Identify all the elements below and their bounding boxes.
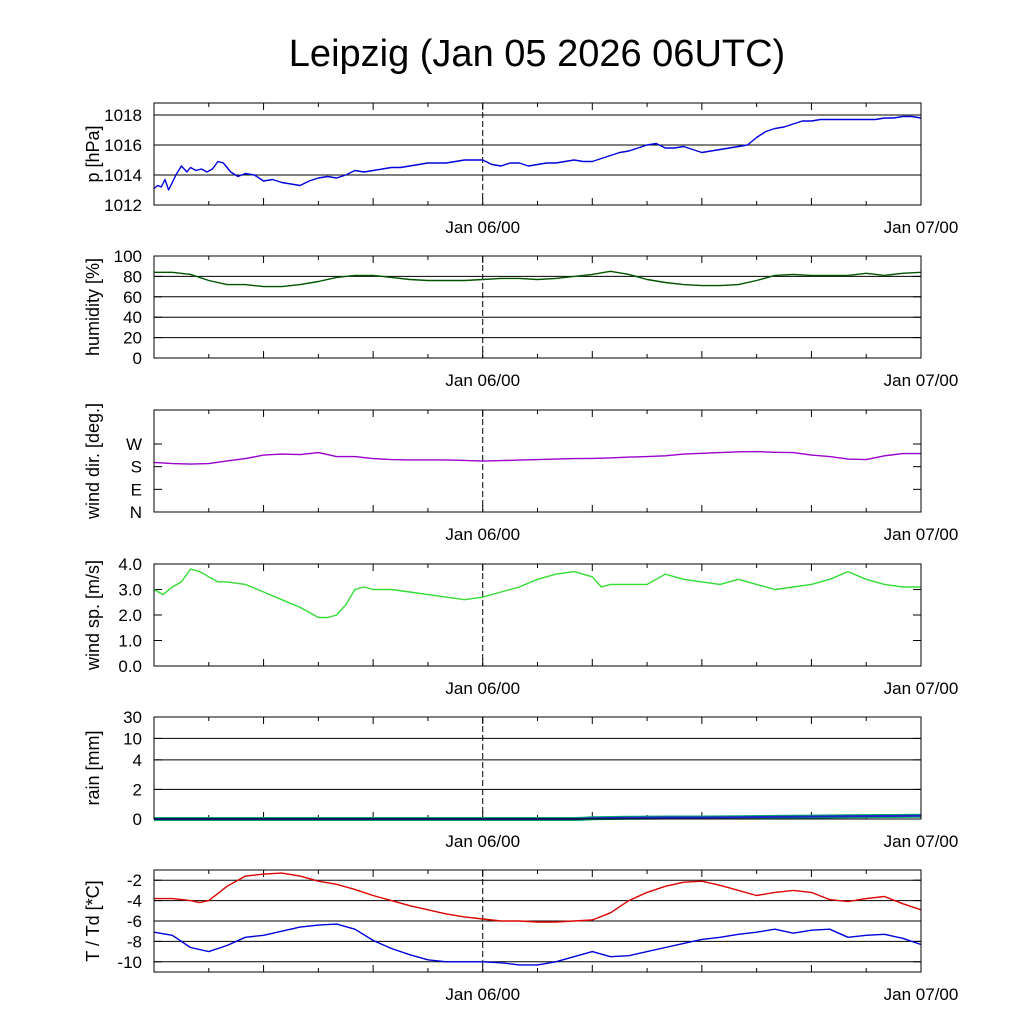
- y-tick-label: 1.0: [118, 632, 142, 651]
- series-line: [153, 568, 921, 619]
- y-axis-label: wind sp. [m/s]: [83, 560, 103, 671]
- y-axis-label: T / Td [*C]: [83, 880, 103, 961]
- y-tick-label: 30: [123, 708, 142, 727]
- x-tick-label: Jan 06/00: [445, 679, 520, 698]
- panel-frame: [153, 716, 922, 820]
- x-tick-label: Jan 07/00: [884, 985, 959, 1004]
- x-tick-label: Jan 07/00: [884, 371, 959, 390]
- y-tick-label: E: [131, 480, 142, 499]
- x-tick-label: Jan 07/00: [884, 679, 959, 698]
- x-tick-label: Jan 06/00: [445, 218, 520, 237]
- y-tick-label: 1018: [104, 106, 142, 125]
- panel-4: 0.0 1.0 2.0 3.0 4.0 wind sp. [m/s] Jan 06/00 Ja…: [83, 555, 958, 698]
- y-tick-label: 100: [114, 247, 142, 266]
- y-tick-label: -10: [117, 953, 142, 972]
- y-axis-label: p [hPa]: [83, 125, 103, 182]
- y-tick-label: -8: [127, 932, 142, 951]
- y-tick-label: 0: [133, 810, 142, 829]
- x-tick-label: Jan 06/00: [445, 832, 520, 851]
- x-tick-label: Jan 06/00: [445, 371, 520, 390]
- panel-5: 0 2 4 10 30 rain [mm] Jan 06/00 Jan 07/00: [83, 708, 958, 851]
- x-tick-label: Jan 07/00: [884, 832, 959, 851]
- x-tick-label: Jan 07/00: [884, 525, 959, 544]
- y-tick-label: 0: [133, 349, 142, 368]
- y-tick-label: 4.0: [118, 555, 142, 574]
- y-tick-label: 0.0: [118, 657, 142, 676]
- y-tick-label: 10: [123, 729, 142, 748]
- y-tick-label: 4: [133, 751, 142, 770]
- y-tick-label: -6: [127, 912, 142, 931]
- y-axis-label: rain [mm]: [83, 730, 103, 805]
- y-tick-label: -4: [127, 892, 142, 911]
- y-tick-label: 1012: [104, 196, 142, 215]
- panel-frame: [153, 563, 922, 667]
- series-line: [154, 872, 922, 923]
- y-tick-label: 2.0: [118, 606, 142, 625]
- y-axis-label: humidity [%]: [83, 258, 103, 356]
- panel-frame: [153, 102, 922, 206]
- y-tick-label: 3.0: [118, 581, 142, 600]
- y-tick-label: 80: [123, 267, 142, 286]
- series-line: [154, 270, 922, 288]
- y-tick-label: 1016: [104, 136, 142, 155]
- series-line: [153, 450, 921, 465]
- series-line: [153, 923, 922, 966]
- x-tick-label: Jan 07/00: [884, 218, 959, 237]
- y-axis-label: wind dir. [deg.]: [83, 403, 103, 520]
- y-tick-label: N: [130, 503, 142, 522]
- y-tick-label: 2: [133, 780, 142, 799]
- y-tick-label: W: [126, 435, 142, 454]
- x-tick-label: Jan 06/00: [445, 525, 520, 544]
- y-tick-label: 60: [123, 288, 142, 307]
- y-tick-label: S: [131, 458, 142, 477]
- panel-frame: [153, 255, 922, 359]
- y-tick-label: 40: [123, 308, 142, 327]
- y-tick-label: 1014: [104, 166, 142, 185]
- y-tick-label: -2: [127, 871, 142, 890]
- y-tick-label: 20: [123, 329, 142, 348]
- series-line: [153, 115, 922, 191]
- chart-title: Leipzig (Jan 05 2026 06UTC): [289, 33, 785, 75]
- panel-frame: [153, 869, 922, 973]
- x-tick-label: Jan 06/00: [445, 985, 520, 1004]
- panel-frame: [153, 409, 922, 513]
- panel-6: -10 -8-6-4 -2 T / Td [*C] Jan 06/00 Jan 07/00: [83, 869, 959, 1004]
